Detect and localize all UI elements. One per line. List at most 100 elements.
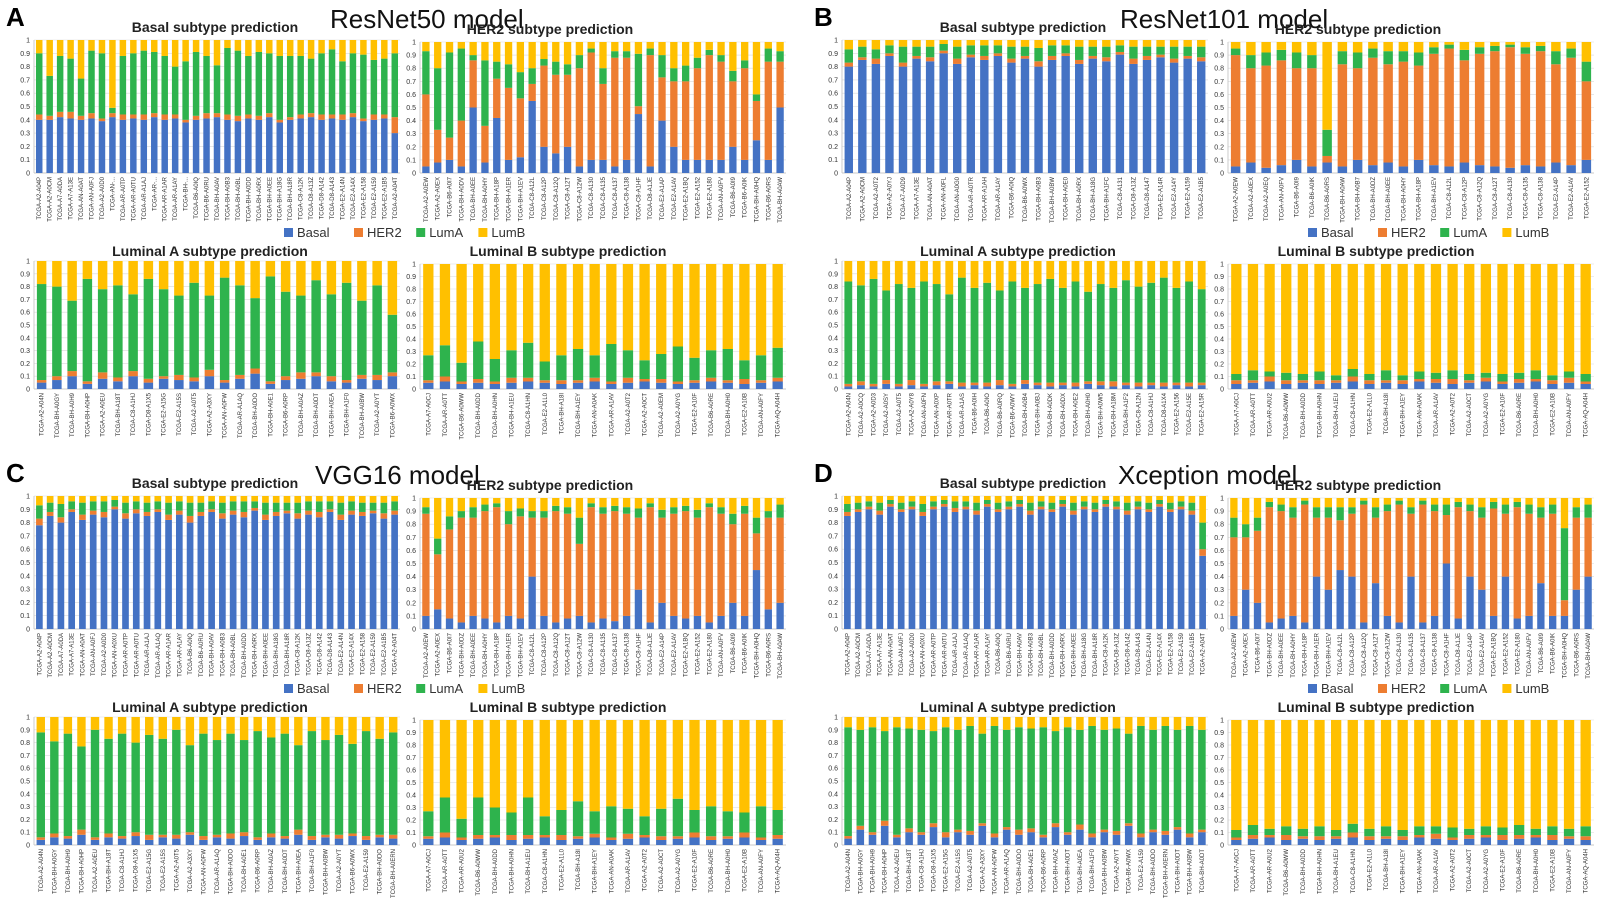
- bar-segment-basal: [1188, 514, 1196, 629]
- bar-segment-basal: [552, 153, 560, 173]
- bar-segment-basal: [1297, 838, 1309, 845]
- bar-segment-lumb: [970, 261, 979, 288]
- bar-segment-her2: [1231, 380, 1242, 384]
- bar-segment-her2: [954, 829, 962, 833]
- bar-segment-lumb: [1070, 496, 1077, 503]
- bar-segment-basal: [1102, 506, 1110, 629]
- bar-segment-lumb: [1008, 261, 1017, 282]
- y-tick-label: 1: [26, 38, 30, 45]
- x-tick-label: TCGA-C8-A1HJ: [1149, 393, 1155, 436]
- bar-segment-her2: [280, 376, 291, 381]
- bar-segment-her2: [1112, 830, 1121, 835]
- x-tick-label: TCGA-BH-A0E1: [268, 392, 274, 436]
- bar-segment-luma: [1429, 47, 1439, 54]
- bar-segment-her2: [1091, 509, 1099, 512]
- bar-segment-basal: [572, 382, 584, 389]
- x-tick-label: TCGA-E2-A1AV: [672, 177, 678, 220]
- bar-segment-basal: [1513, 838, 1525, 845]
- bar-segment-luma: [1265, 501, 1273, 508]
- x-tick-label: TCGA-AR-A1AR: [163, 176, 169, 221]
- bar-segment-lumb: [983, 261, 992, 283]
- bar-segment-her2: [1368, 57, 1378, 166]
- bar-segment-basal: [1520, 165, 1531, 173]
- x-tick-label: TCGA-BH-A18P: [1303, 633, 1309, 677]
- x-tick-label: TCGA-E2-A14P: [1554, 177, 1560, 220]
- bar-segment-basal: [1027, 514, 1034, 629]
- bar-segment-basal: [253, 839, 262, 845]
- bar-segment-her2: [905, 828, 913, 833]
- bar-segment-basal: [1080, 509, 1088, 629]
- bar-segment-basal: [868, 834, 877, 845]
- bar-segment-her2: [1513, 507, 1521, 619]
- bar-segment-her2: [681, 81, 690, 160]
- legend-label-her2: HER2: [367, 681, 402, 696]
- bar-segment-luma: [1314, 826, 1325, 837]
- bar-segment-her2: [422, 513, 430, 616]
- x-tick-label: TCGA-A7-A13E: [69, 177, 75, 220]
- bar-segment-basal: [1264, 837, 1275, 845]
- x-tick-label: TCGA-C8-A12W: [577, 177, 583, 222]
- bar-segment-basal: [1058, 385, 1067, 389]
- x-tick-label: TCGA-A2-A0CM: [860, 177, 866, 222]
- bar-segment-luma: [752, 94, 761, 101]
- bar-segment-basal: [276, 122, 283, 173]
- bar-segment-her2: [1008, 383, 1017, 387]
- bar-segment-luma: [1002, 729, 1011, 828]
- bar-segment-luma: [1352, 52, 1363, 69]
- bar-segment-basal: [1109, 386, 1118, 389]
- x-tick-label: TCGA-AQ-A04H: [1584, 393, 1590, 437]
- bar-segment-luma: [552, 61, 560, 75]
- bar-segment-basal: [897, 511, 905, 629]
- bar-segment-luma: [1547, 826, 1558, 835]
- bar-segment-basal: [1033, 385, 1042, 389]
- bar-segment-luma: [966, 45, 975, 55]
- bar-segment-luma: [311, 280, 321, 373]
- y-tick-label: 0.3: [406, 805, 416, 812]
- y-tick-label: 0.1: [1214, 157, 1224, 164]
- bar-segment-luma: [391, 53, 399, 118]
- bar-segment-basal: [670, 146, 678, 173]
- bar-segment-basal: [100, 517, 108, 629]
- bar-segment-luma: [1397, 375, 1408, 381]
- bar-segment-basal: [1347, 381, 1358, 389]
- x-tick-label: TCGA-AN-A0G0: [955, 176, 961, 221]
- bar-segment-basal: [434, 609, 442, 629]
- y-tick-label: 0.1: [828, 157, 838, 164]
- bar-segment-lumb: [154, 496, 162, 502]
- bar-segment-her2: [348, 510, 355, 515]
- bar-segment-basal: [1199, 555, 1206, 629]
- bar-segment-luma: [876, 502, 884, 511]
- y-tick-label: 0.9: [20, 507, 30, 514]
- x-tick-label: TCGA-B6-A0I9: [731, 176, 737, 217]
- legend-swatch-luma: [1440, 684, 1450, 693]
- bar-segment-her2: [1156, 503, 1163, 507]
- x-tick-label: TCGA-C8-A137: [613, 632, 619, 675]
- bar-segment-basal: [1084, 383, 1093, 389]
- x-tick-label: TCGA-E2-A1L0: [1367, 848, 1373, 891]
- bar-segment-lumb: [89, 496, 97, 502]
- bar-segment-lumb: [995, 261, 1004, 291]
- x-tick-label: TCGA-BH-A0HP: [85, 393, 91, 438]
- bar-segment-her2: [1414, 835, 1425, 838]
- bar-segment-her2: [993, 53, 1003, 56]
- bar-segment-lumb: [130, 40, 137, 54]
- legend-label-her2: HER2: [1391, 681, 1426, 696]
- bar-segment-lumb: [905, 717, 913, 729]
- legend-label-lumb: LumB: [491, 225, 525, 240]
- bar-segment-her2: [422, 94, 430, 167]
- y-tick-label: 0.3: [1214, 349, 1224, 356]
- bar-segment-basal: [473, 382, 484, 389]
- bar-segment-luma: [1016, 499, 1023, 504]
- bar-segment-her2: [1002, 827, 1011, 830]
- bar-segment-lumb: [622, 498, 631, 508]
- bar-segment-basal: [296, 378, 306, 389]
- subplot-title: Basal subtype prediction: [940, 475, 1106, 491]
- bar-segment-luma: [705, 503, 713, 508]
- bar-segment-luma: [1015, 727, 1023, 830]
- subplot-basal: Basal subtype prediction00.10.20.30.40.5…: [20, 19, 525, 240]
- bar-segment-luma: [272, 502, 280, 512]
- bar-segment-luma: [973, 502, 980, 511]
- bar-segment-lumb: [77, 717, 86, 747]
- bar-segment-basal: [226, 838, 235, 845]
- x-tick-label: TCGA-BH-A0HP: [883, 849, 889, 894]
